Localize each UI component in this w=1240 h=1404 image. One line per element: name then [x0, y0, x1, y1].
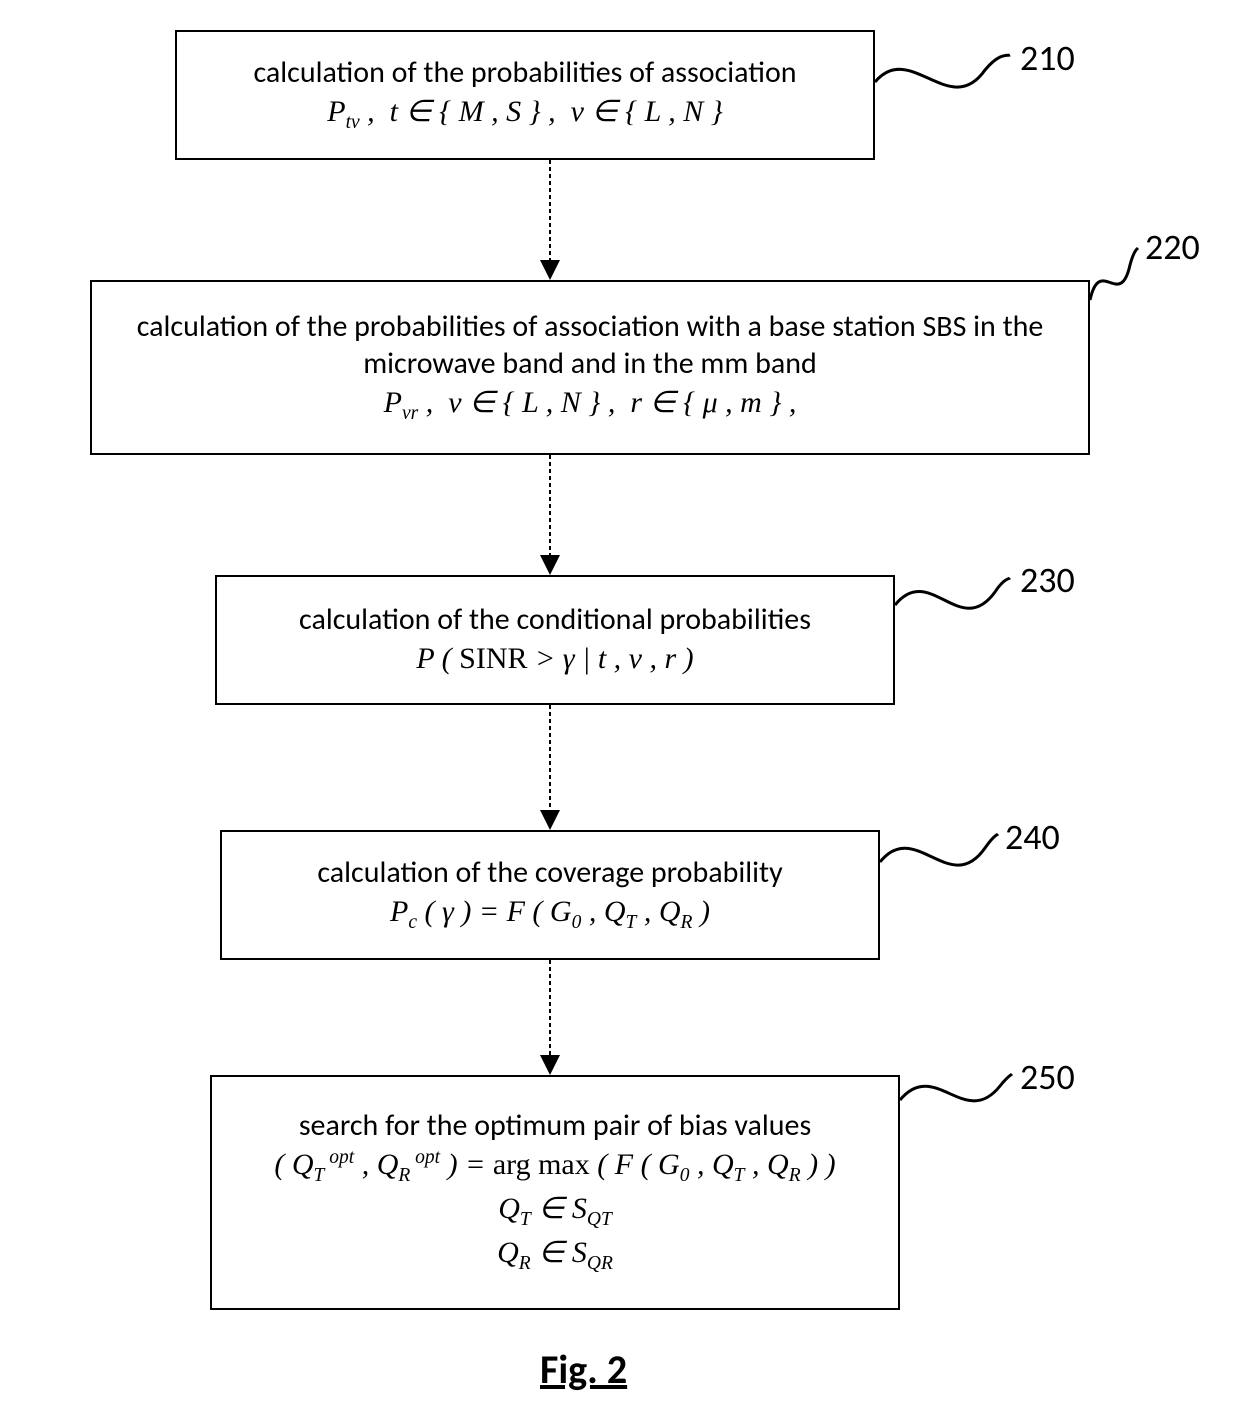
step-220-label: 220 [1145, 225, 1200, 269]
step-240-title: calculation of the coverage probability [317, 854, 782, 892]
step-250-formula-3: QR ∈ SQR [497, 1233, 613, 1277]
leader-240 [880, 834, 998, 865]
step-210-label: 210 [1020, 36, 1075, 80]
step-210-formula: Ptv , t ∈ { M , S } , v ∈ { L , N } [327, 92, 722, 136]
step-220-box: calculation of the probabilities of asso… [90, 280, 1090, 455]
leader-210 [875, 55, 1010, 87]
step-250-formula-2: QT ∈ SQT [498, 1189, 612, 1233]
step-250-title: search for the optimum pair of bias valu… [299, 1107, 811, 1145]
step-250-box: search for the optimum pair of bias valu… [210, 1075, 900, 1310]
step-220-title: calculation of the probabilities of asso… [104, 308, 1076, 383]
step-240-formula: Pc ( γ ) = F ( G0 , QT , QR ) [390, 892, 710, 936]
flowchart-canvas: calculation of the probabilities of asso… [0, 0, 1240, 1404]
figure-caption: Fig. 2 [540, 1345, 627, 1394]
leader-220 [1090, 248, 1138, 300]
step-210-title: calculation of the probabilities of asso… [253, 54, 796, 92]
leader-230 [895, 578, 1010, 608]
step-250-label: 250 [1020, 1055, 1075, 1099]
step-220-formula: Pvr , v ∈ { L , N } , r ∈ { μ , m } , [384, 383, 797, 427]
step-240-label: 240 [1005, 815, 1060, 859]
step-230-box: calculation of the conditional probabili… [215, 575, 895, 705]
step-240-box: calculation of the coverage probability … [220, 830, 880, 960]
step-250-formula-1: ( QT opt , QR opt ) = arg max ( F ( G0 ,… [274, 1145, 835, 1189]
step-210-box: calculation of the probabilities of asso… [175, 30, 875, 160]
step-230-title: calculation of the conditional probabili… [299, 601, 811, 639]
step-230-formula: P ( SINR > γ | t , v , r ) [416, 639, 693, 680]
step-230-label: 230 [1020, 558, 1075, 602]
leader-250 [900, 1074, 1012, 1101]
